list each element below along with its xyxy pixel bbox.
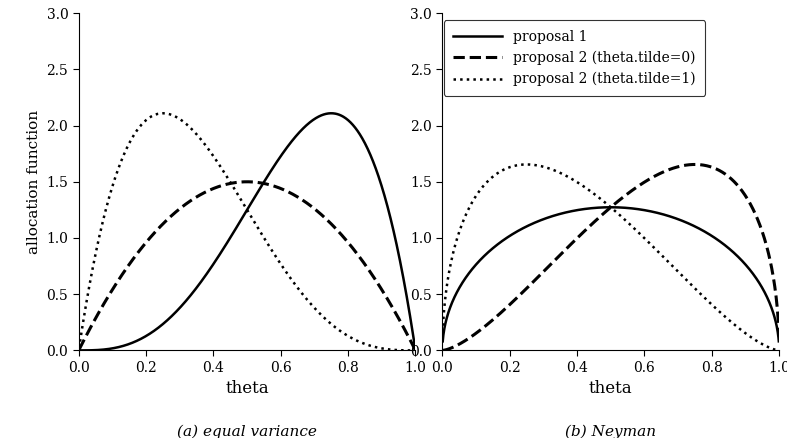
Text: (a) equal variance: (a) equal variance	[177, 424, 317, 438]
Y-axis label: allocation function: allocation function	[27, 110, 41, 254]
Legend: proposal 1, proposal 2 (theta.tilde=0), proposal 2 (theta.tilde=1): proposal 1, proposal 2 (theta.tilde=0), …	[444, 20, 705, 96]
Text: (b) Neyman: (b) Neyman	[565, 424, 656, 438]
X-axis label: theta: theta	[589, 380, 633, 397]
X-axis label: theta: theta	[225, 380, 269, 397]
